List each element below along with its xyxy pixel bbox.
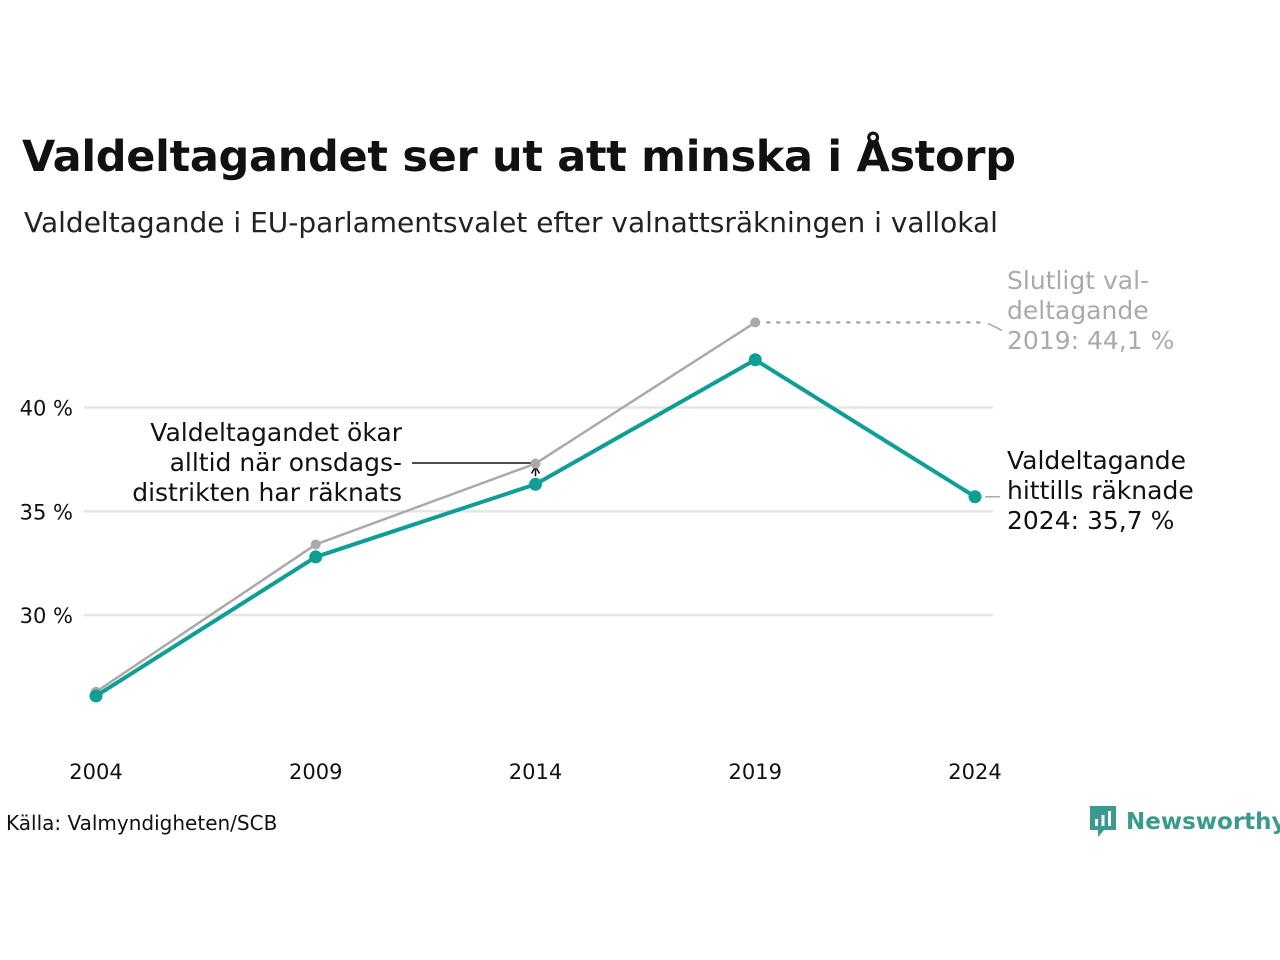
- y-tick-label-40: 40 %: [20, 397, 73, 421]
- point-final-2014: [530, 458, 541, 469]
- ann-final-line-1: deltagande: [1007, 296, 1149, 325]
- point-counted-2024: [968, 490, 982, 504]
- leader-tick-final-2019: [987, 322, 1003, 332]
- point-counted-2019: [748, 353, 762, 367]
- point-final-2009: [310, 539, 321, 550]
- point-final-2019: [750, 317, 761, 328]
- series-line-final: [95, 321, 756, 693]
- ann-wed-line-1: alltid när onsdags-: [170, 448, 402, 477]
- point-counted-2014: [529, 477, 542, 491]
- annotation-texts: Slutligt val-deltagande 2019: 44,1 % Vald…: [132, 266, 1193, 535]
- ann-counted-line-0: Valdeltagande: [1007, 446, 1186, 475]
- ann-final-line-2: 2019: 44,1 %: [1007, 326, 1174, 355]
- annotation-wednesday-districts: Valdeltagandet ökar alltid när onsdags-di…: [132, 418, 402, 507]
- source-note: Källa: Valmyndigheten/SCB: [6, 811, 278, 835]
- y-tick-labels: 30 % 35 % 40 %: [20, 397, 73, 629]
- ann-wed-line-0: Valdeltagandet ökar: [150, 418, 402, 447]
- bar-chart-logo-icon: [1090, 806, 1116, 837]
- annotation-connectors: [412, 321, 1003, 498]
- chart-title: Valdeltagandet ser ut att minska i Åstor…: [22, 132, 1016, 182]
- x-tick-label-2009: 2009: [289, 760, 342, 784]
- series-line-counted: [94, 357, 977, 698]
- ann-final-line-0: Slutligt val-: [1007, 266, 1149, 295]
- x-tick-labels: 2004 2009 2014 2019 2024: [69, 760, 1001, 784]
- ann-wed-line-2: distrikten har räknats: [132, 478, 402, 507]
- ann-counted-line-2: 2024: 35,7 %: [1007, 506, 1174, 535]
- series: [89, 317, 982, 703]
- x-tick-label-2024: 2024: [948, 760, 1001, 784]
- ann-counted-line-1: hittills räknade: [1007, 476, 1194, 505]
- x-tick-label-2004: 2004: [69, 760, 122, 784]
- point-counted-2009: [309, 550, 323, 564]
- grid-lines: [84, 406, 993, 617]
- x-tick-label-2019: 2019: [729, 760, 782, 784]
- annotation-final-2019: Slutligt val-deltagande 2019: 44,1 %: [1007, 266, 1174, 355]
- x-tick-label-2014: 2014: [509, 760, 562, 784]
- y-tick-label-30: 30 %: [20, 604, 73, 628]
- newsworthy-logo: Newsworthy: [1088, 804, 1280, 840]
- brand-name: Newsworthy: [1126, 809, 1280, 835]
- annotation-counted-2024: Valdeltagande hittills räknade 2024: 35,7 …: [1007, 446, 1194, 535]
- chart-subtitle: Valdeltagande i EU-parlamentsvalet efter…: [24, 206, 998, 239]
- y-tick-label-35: 35 %: [20, 500, 73, 524]
- point-counted-2004: [89, 689, 103, 703]
